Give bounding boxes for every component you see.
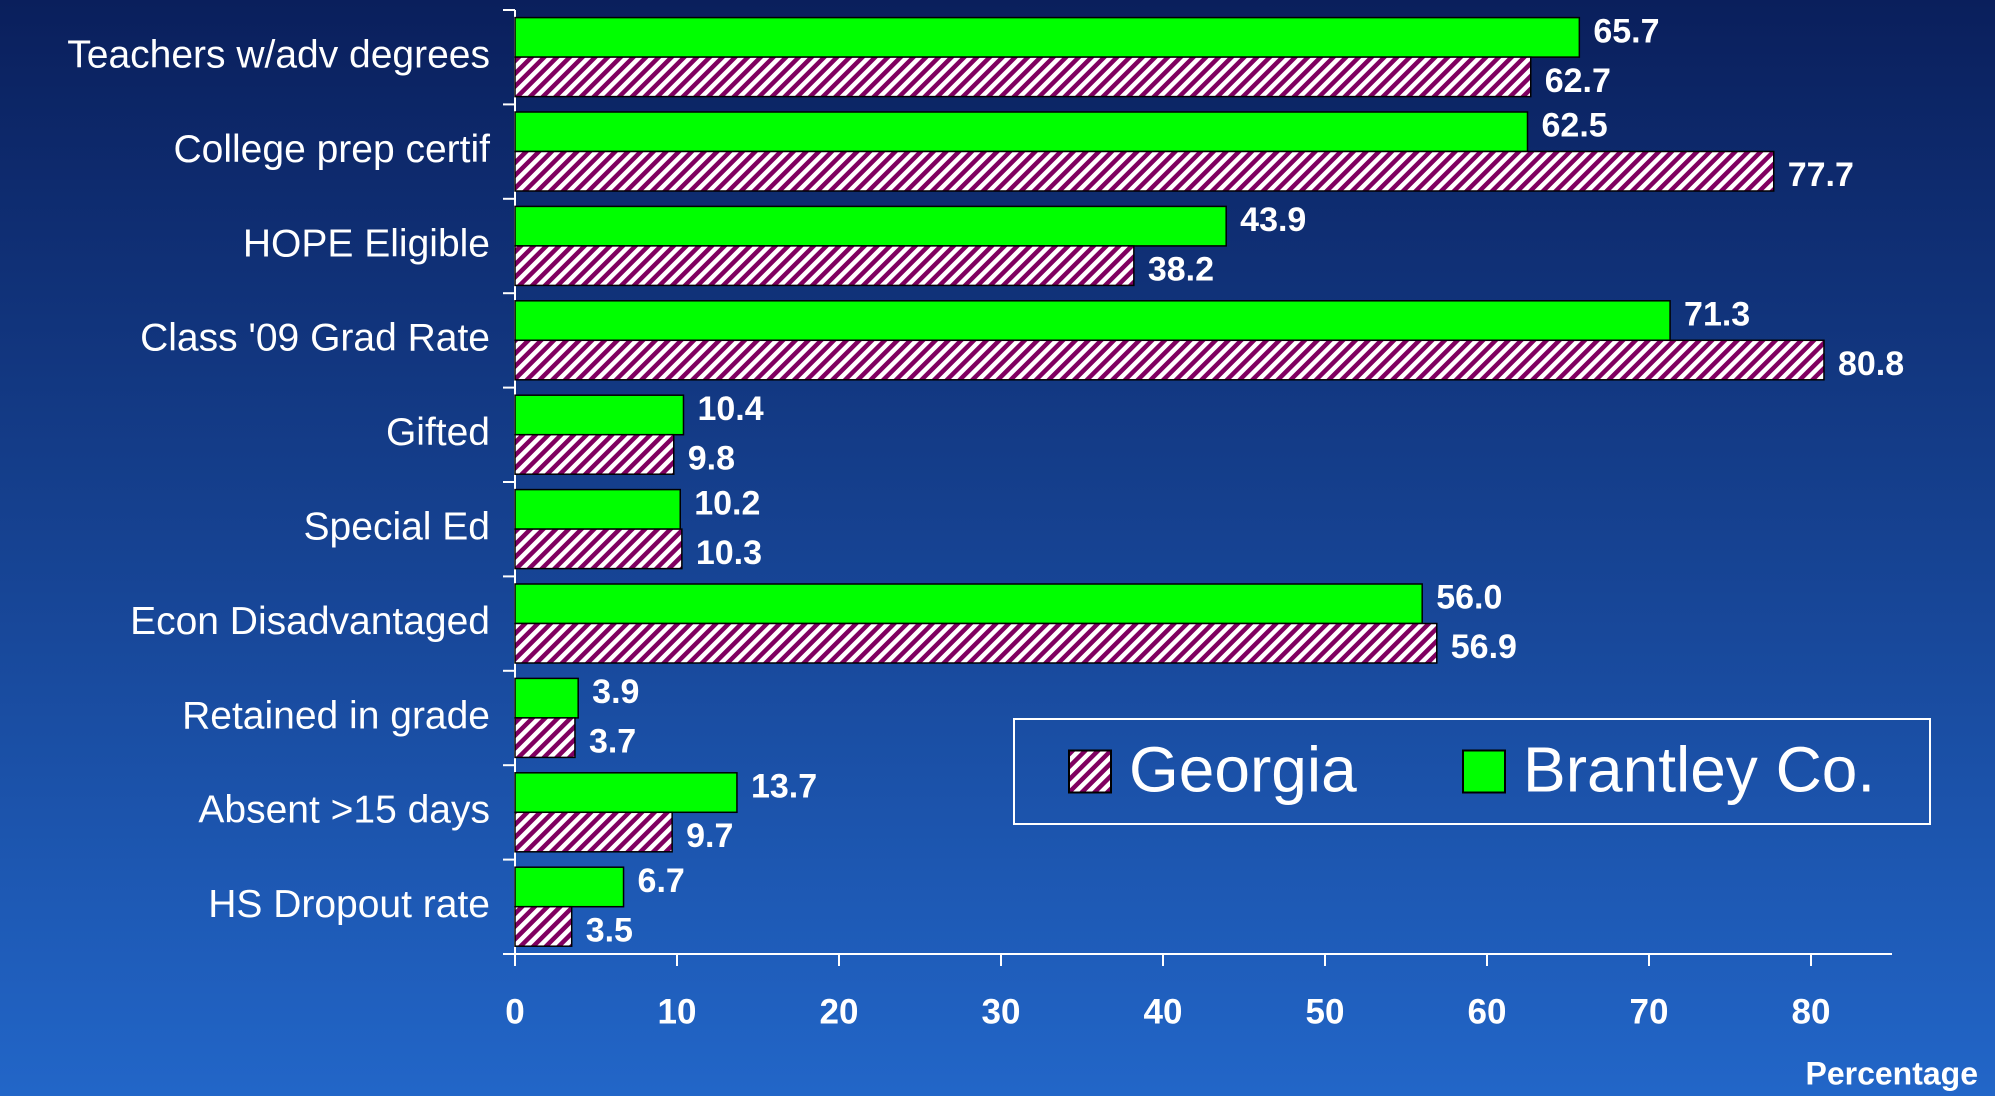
category-label: Retained in grade [182, 694, 490, 737]
bar [514, 245, 1135, 287]
x-axis-title: Percentage [1805, 1055, 1978, 1091]
bar [514, 528, 683, 570]
x-tick-label: 0 [505, 992, 524, 1031]
value-label: 9.8 [688, 439, 735, 477]
category-label: Absent >15 days [198, 789, 490, 832]
category-label: Special Ed [304, 505, 490, 548]
bar [514, 339, 1825, 381]
category-label: Class '09 Grad Rate [140, 317, 490, 360]
value-label: 65.7 [1593, 12, 1659, 50]
bar [514, 300, 1671, 342]
x-tick-label: 30 [982, 992, 1021, 1031]
bar [514, 866, 625, 908]
bar [514, 811, 673, 853]
bar [514, 717, 576, 759]
value-label: 56.0 [1436, 579, 1502, 617]
legend-swatch [1462, 749, 1506, 794]
category-label: Econ Disadvantaged [130, 600, 490, 643]
x-tick-label: 80 [1792, 992, 1831, 1031]
bar [514, 488, 681, 530]
x-tick-label: 10 [658, 992, 697, 1031]
value-label: 62.5 [1542, 107, 1608, 145]
category-label: HOPE Eligible [243, 222, 490, 265]
bar [514, 433, 675, 475]
category-label: Gifted [386, 411, 490, 454]
bar [514, 111, 1529, 153]
value-label: 62.7 [1545, 62, 1611, 100]
category-label: HS Dropout rate [208, 883, 490, 926]
bar [514, 394, 685, 436]
value-label: 10.3 [696, 534, 762, 572]
value-label: 80.8 [1838, 345, 1904, 383]
x-tick-label: 60 [1468, 992, 1507, 1031]
bar [514, 677, 579, 719]
x-tick-label: 40 [1144, 992, 1183, 1031]
value-label: 77.7 [1788, 156, 1854, 194]
bar [514, 905, 573, 947]
value-label: 38.2 [1148, 251, 1214, 289]
value-label: 3.9 [592, 673, 639, 711]
legend-swatch [1068, 749, 1112, 794]
value-label: 6.7 [638, 862, 685, 900]
bar [514, 622, 1438, 664]
value-label: 9.7 [686, 817, 733, 855]
category-label: Teachers w/adv degrees [67, 33, 490, 76]
value-label: 3.5 [586, 911, 633, 949]
value-label: 71.3 [1684, 296, 1750, 334]
value-label: 3.7 [589, 723, 636, 761]
value-label: 10.4 [697, 390, 763, 428]
legend-label: Georgia [1129, 733, 1357, 805]
value-label: 56.9 [1451, 628, 1517, 666]
bar [514, 772, 738, 814]
bar [514, 205, 1227, 247]
category-label: College prep certif [174, 128, 491, 171]
legend-label: Brantley Co. [1523, 733, 1875, 805]
bar [514, 56, 1532, 98]
bar [514, 583, 1423, 625]
bar [514, 150, 1775, 192]
value-label: 43.9 [1240, 201, 1306, 239]
x-tick-label: 50 [1306, 992, 1345, 1031]
legend-box [1013, 718, 1931, 825]
x-tick-label: 20 [820, 992, 859, 1031]
value-label: 13.7 [751, 768, 817, 806]
bar [514, 16, 1581, 58]
value-label: 10.2 [694, 484, 760, 522]
x-tick-label: 70 [1630, 992, 1669, 1031]
